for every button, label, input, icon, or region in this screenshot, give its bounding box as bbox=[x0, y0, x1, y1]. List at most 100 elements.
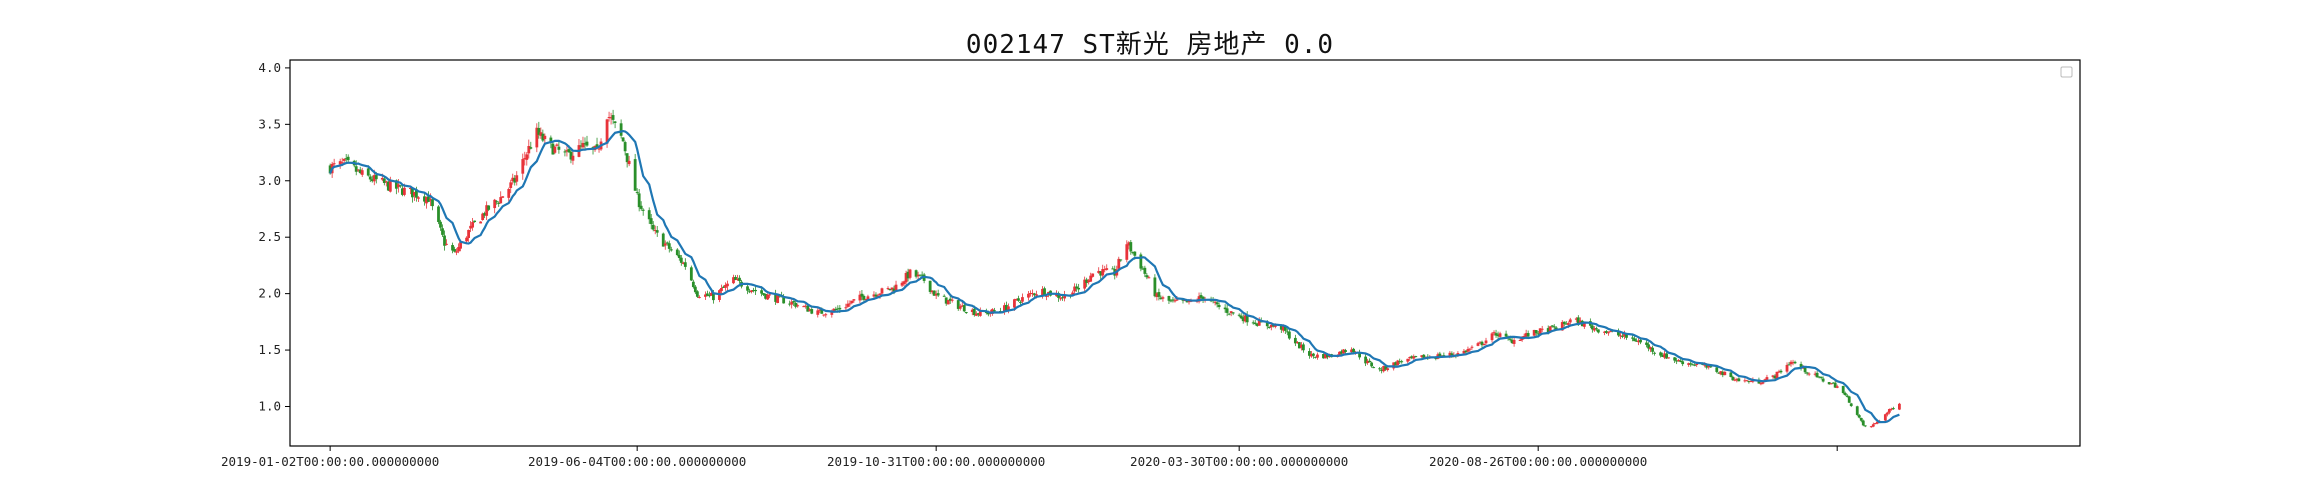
candle-body bbox=[1326, 354, 1329, 358]
candle-body bbox=[368, 176, 372, 180]
candle-body bbox=[774, 293, 778, 302]
candle-body bbox=[1883, 414, 1887, 421]
y-tick-label: 1.0 bbox=[258, 398, 281, 413]
candle-body bbox=[1101, 269, 1105, 276]
candle-body bbox=[1524, 333, 1528, 337]
candle-body bbox=[639, 205, 643, 209]
candle-body bbox=[886, 288, 890, 290]
candle-body bbox=[1749, 381, 1753, 383]
candle-body bbox=[1568, 319, 1572, 323]
candle-body bbox=[846, 303, 850, 307]
candle-body bbox=[691, 281, 695, 288]
candle-body bbox=[1693, 364, 1697, 366]
candle-body bbox=[1785, 364, 1789, 372]
candle-body bbox=[1002, 305, 1006, 312]
candle-body bbox=[1639, 339, 1642, 343]
candle-body bbox=[1621, 335, 1624, 337]
candle-body bbox=[388, 180, 392, 192]
candle-body bbox=[1550, 325, 1554, 327]
candle-body bbox=[878, 293, 882, 295]
candle-body bbox=[1887, 409, 1891, 413]
y-tick-label: 3.0 bbox=[258, 173, 281, 188]
candle-body bbox=[1831, 382, 1835, 384]
candle-body bbox=[1125, 244, 1129, 260]
candle-body bbox=[667, 243, 671, 249]
candle-body bbox=[557, 146, 561, 150]
candle-body bbox=[541, 133, 545, 141]
candle-body bbox=[1835, 386, 1839, 388]
candle-body bbox=[1538, 328, 1542, 334]
candle-body bbox=[1279, 325, 1283, 330]
candle-body bbox=[776, 295, 780, 304]
candle-body bbox=[1420, 355, 1424, 358]
candle-body bbox=[471, 222, 475, 228]
candle-body bbox=[964, 312, 968, 314]
y-tick-label: 4.0 bbox=[258, 60, 281, 75]
candle-body bbox=[1103, 269, 1107, 271]
candle-body bbox=[1089, 275, 1093, 282]
candle-body bbox=[1793, 361, 1797, 364]
candle-body bbox=[417, 197, 420, 199]
candle-body bbox=[976, 313, 980, 315]
candle-body bbox=[611, 115, 615, 120]
candle-body bbox=[1378, 368, 1382, 370]
candle-body bbox=[425, 197, 428, 204]
candle-body bbox=[1687, 363, 1691, 365]
candle-body bbox=[946, 299, 950, 305]
candle-body bbox=[459, 242, 462, 249]
candle-body bbox=[1466, 349, 1470, 352]
candle-body bbox=[1534, 330, 1538, 334]
candle-body bbox=[1312, 353, 1315, 356]
candle-body bbox=[858, 294, 862, 301]
candle-body bbox=[1055, 294, 1058, 297]
candle-body bbox=[499, 197, 503, 204]
candle-body bbox=[746, 286, 749, 291]
candle-body bbox=[1659, 352, 1662, 356]
candle-body bbox=[1603, 331, 1606, 333]
candle-body bbox=[581, 142, 585, 148]
candle-body bbox=[689, 267, 693, 281]
candle-body bbox=[1243, 315, 1247, 322]
candle-body bbox=[346, 156, 350, 161]
y-tick-label: 3.5 bbox=[258, 116, 281, 131]
candle-body bbox=[437, 206, 440, 222]
candle-body bbox=[431, 199, 434, 207]
candle-body bbox=[427, 196, 430, 202]
candle-body bbox=[511, 177, 515, 182]
candle-body bbox=[1526, 333, 1530, 337]
candle-body bbox=[974, 313, 978, 316]
candle-body bbox=[681, 262, 685, 264]
candle-body bbox=[625, 153, 629, 163]
candle-body bbox=[788, 303, 792, 305]
candle-body bbox=[1013, 299, 1016, 308]
candle-body bbox=[942, 295, 946, 297]
candle-body bbox=[1358, 352, 1361, 358]
candle-body bbox=[768, 294, 772, 296]
candle-body bbox=[850, 300, 854, 304]
candle-body bbox=[1410, 356, 1414, 359]
candle-body bbox=[1173, 300, 1177, 302]
candle-body bbox=[469, 225, 473, 229]
x-tick-label: 2020-03-30T00:00:00.000000000 bbox=[1130, 454, 1348, 469]
candle-body bbox=[1155, 293, 1159, 298]
candle-body bbox=[1229, 311, 1233, 313]
candle-body bbox=[1819, 376, 1823, 378]
candle-body bbox=[1021, 297, 1024, 302]
candle-body bbox=[1257, 320, 1261, 326]
candle-body bbox=[866, 296, 870, 300]
candle-body bbox=[1799, 363, 1803, 369]
candle-body bbox=[1847, 396, 1851, 403]
candle-body bbox=[722, 286, 725, 288]
candle-body bbox=[1175, 299, 1179, 301]
candle-body bbox=[1492, 332, 1496, 334]
candle-body bbox=[1386, 368, 1390, 371]
candle-body bbox=[1127, 242, 1131, 246]
candle-body bbox=[914, 270, 918, 277]
candle-body bbox=[1695, 363, 1699, 365]
candle-body bbox=[647, 210, 651, 220]
candle-body bbox=[1380, 369, 1384, 371]
candle-body bbox=[382, 178, 386, 183]
candle-body bbox=[1412, 356, 1416, 359]
candle-body bbox=[1536, 333, 1540, 335]
candle-body bbox=[1308, 351, 1311, 356]
